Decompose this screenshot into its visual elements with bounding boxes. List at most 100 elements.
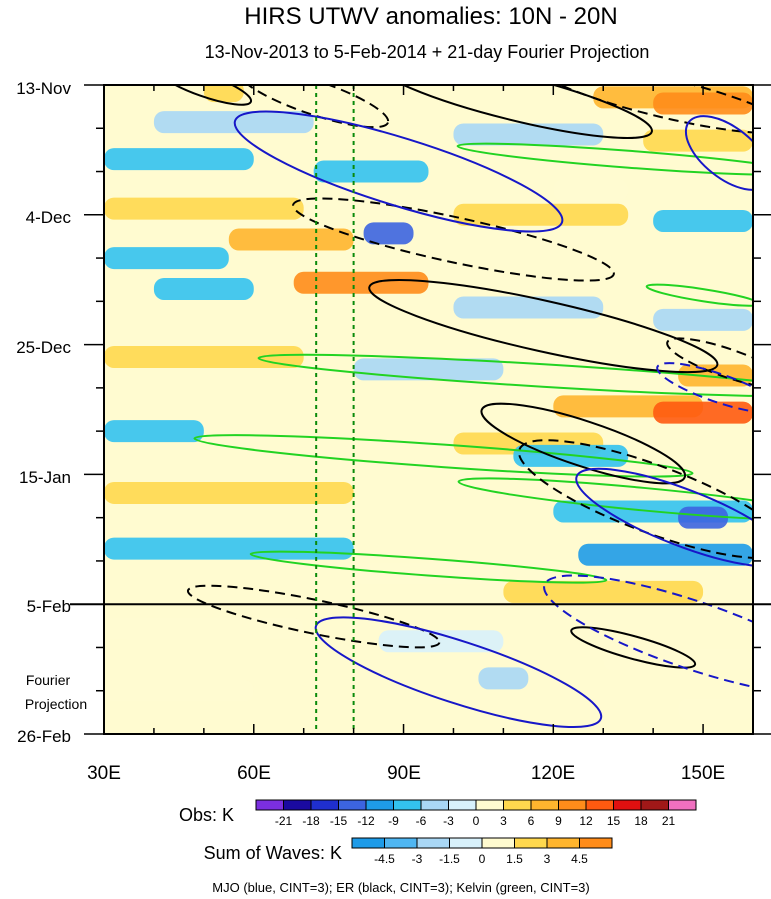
anomaly-band xyxy=(678,506,729,529)
wave-legend-tick-label: 0 xyxy=(479,852,486,866)
obs-legend-tick-label: -15 xyxy=(330,814,348,828)
obs-legend-swatch xyxy=(448,799,477,811)
obs-legend-tick-label: -21 xyxy=(275,814,293,828)
y-axis-labels: 13-Nov 4-Dec 25-Dec 15-Jan 5-Feb 26-Feb xyxy=(16,79,71,746)
er-contour xyxy=(666,337,753,389)
wave-legend-swatch xyxy=(481,837,515,849)
obs-legend: Obs: K -21 -18 -15 -12 -9 -6 -3 0 3 6 9 12 15 18 21 xyxy=(179,799,697,828)
x-axis-labels: 30E 60E 90E 120E 150E xyxy=(87,763,725,784)
obs-legend-swatch xyxy=(283,799,312,811)
anomaly-band xyxy=(643,129,753,152)
anomaly-band xyxy=(228,228,354,251)
anomaly-band xyxy=(153,277,254,300)
y-tick-label: 4-Dec xyxy=(26,208,72,227)
anomaly-band xyxy=(553,179,629,202)
wave-legend-tick-label: 1.5 xyxy=(506,852,523,866)
chart-subtitle: 13-Nov-2013 to 5-Feb-2014 + 21-day Fouri… xyxy=(205,42,650,62)
anomaly-band xyxy=(653,308,753,331)
anomaly-band xyxy=(104,247,229,270)
anomaly-band xyxy=(578,543,753,566)
er-contour xyxy=(186,584,441,649)
wave-legend-tick-label: 4.5 xyxy=(571,852,588,866)
wave-legend-tick-label: -3 xyxy=(412,852,423,866)
kelvin-contour xyxy=(457,477,753,521)
y-tick-label: 26-Feb xyxy=(17,727,71,746)
anomaly-band xyxy=(104,420,204,443)
x-tick-label: 30E xyxy=(87,763,121,784)
x-tick-label: 90E xyxy=(387,763,421,784)
wave-legend-swatch xyxy=(546,837,580,849)
wave-legend-tick-label: -4.5 xyxy=(374,852,395,866)
obs-legend-tick-label: 0 xyxy=(473,814,480,828)
obs-legend-tick-label: 6 xyxy=(528,814,535,828)
obs-legend-swatch xyxy=(338,799,367,811)
mjo-contour xyxy=(575,467,753,568)
obs-legend-swatch xyxy=(310,799,339,811)
y-tick-label: 15-Jan xyxy=(19,468,71,487)
obs-legend-tick-label: -3 xyxy=(443,814,454,828)
wave-legend-swatch xyxy=(514,837,548,849)
anomaly-band xyxy=(353,562,504,585)
anomaly-band xyxy=(603,648,753,671)
er-contour xyxy=(480,402,687,485)
obs-legend-swatch xyxy=(475,799,504,811)
obs-legend-label: Obs: K xyxy=(179,805,234,825)
forecast-label-line1: Fourier xyxy=(26,672,71,688)
anomaly-band xyxy=(104,617,304,640)
anomaly-band xyxy=(104,148,254,171)
obs-legend-swatch xyxy=(558,799,587,811)
x-tick-label: 150E xyxy=(681,763,725,784)
anomaly-band xyxy=(653,92,753,115)
anomaly-band xyxy=(104,197,304,220)
obs-legend-tick-label: 12 xyxy=(579,814,593,828)
er-contour xyxy=(373,85,653,139)
obs-legend-swatch xyxy=(503,799,532,811)
obs-legend-tick-label: -9 xyxy=(388,814,399,828)
wave-legend-tick-label: 3 xyxy=(544,852,551,866)
y-tick-label: 25-Dec xyxy=(16,338,71,357)
mjo-contour xyxy=(684,115,753,191)
wave-legend-swatch xyxy=(579,837,613,849)
forecast-label-line2: Projection xyxy=(25,696,87,712)
anomaly-band xyxy=(363,222,414,245)
obs-legend-tick-label: 3 xyxy=(500,814,507,828)
contour-legend-text: MJO (blue, CINT=3); ER (black, CINT=3); … xyxy=(212,880,589,895)
obs-legend-swatch xyxy=(530,799,559,811)
er-contour xyxy=(368,278,719,374)
er-contour xyxy=(292,197,615,282)
obs-legend-tick-label: 21 xyxy=(662,814,676,828)
obs-legend-swatch xyxy=(613,799,642,811)
kelvin-contour xyxy=(193,434,694,478)
wave-legend: Sum of Waves: K -4.5 -3 -1.5 0 1.5 3 4.5 xyxy=(204,837,613,866)
mjo-contour xyxy=(543,574,753,696)
mjo-contour xyxy=(233,110,564,233)
anomaly-band xyxy=(104,679,254,702)
anomaly-band xyxy=(678,364,753,387)
kelvin-contour xyxy=(257,353,753,398)
obs-legend-swatch xyxy=(668,799,697,811)
obs-legend-swatch xyxy=(393,799,422,811)
anomaly-band xyxy=(478,667,529,690)
kelvin-contour xyxy=(645,283,753,307)
obs-legend-tick-label: -6 xyxy=(416,814,427,828)
mjo-contour xyxy=(656,362,753,414)
anomaly-band xyxy=(104,537,354,560)
wave-legend-label: Sum of Waves: K xyxy=(204,843,342,863)
plot-area xyxy=(70,84,771,735)
anomaly-field xyxy=(104,85,753,721)
obs-legend-swatch xyxy=(420,799,449,811)
obs-legend-tick-label: 15 xyxy=(607,814,621,828)
anomaly-band xyxy=(678,698,753,721)
obs-legend-swatch xyxy=(585,799,614,811)
chart-title: HIRS UTWV anomalies: 10N - 20N xyxy=(244,3,617,30)
anomaly-band xyxy=(653,209,753,232)
obs-legend-tick-label: -18 xyxy=(302,814,320,828)
anomaly-band xyxy=(378,630,504,653)
obs-legend-tick-label: 18 xyxy=(634,814,648,828)
wave-contours xyxy=(155,85,753,729)
er-contour xyxy=(537,85,753,134)
wave-legend-swatch xyxy=(449,837,483,849)
anomaly-band xyxy=(104,345,304,368)
anomaly-band xyxy=(313,160,429,183)
